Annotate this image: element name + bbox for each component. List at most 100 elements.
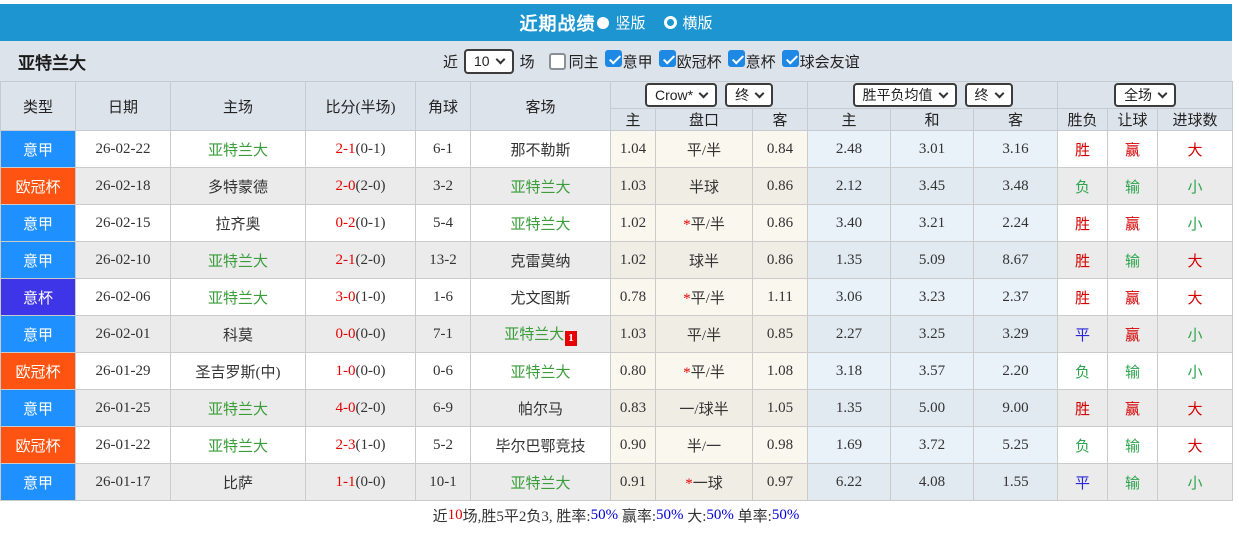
result-wdl: 负 xyxy=(1057,426,1109,464)
home-team: 亚特兰大 xyxy=(170,426,306,464)
league-badge: 意甲 xyxy=(0,463,76,501)
away-team: 亚特兰大 xyxy=(470,167,611,205)
odds-dropdown-group: Crow* 终 xyxy=(609,81,809,109)
home-team: 圣吉罗斯(中) xyxy=(170,352,306,390)
horizontal-radio[interactable] xyxy=(663,16,677,29)
avg-draw: 3.72 xyxy=(890,426,975,464)
odds-away: 1.08 xyxy=(751,352,809,390)
handicap-line: *一球 xyxy=(655,463,753,501)
near-label: 近 xyxy=(443,54,459,71)
table-row: 意甲 26-01-17 比萨 1-1(0-0) 10-1 亚特兰大 0.91 *一球 0.97 6… xyxy=(0,463,1234,501)
full-time-score: 1-1 xyxy=(335,473,356,490)
result-goals: 小 xyxy=(1157,463,1234,501)
match-date: 26-02-18 xyxy=(75,167,171,205)
score-cell: 2-0(2-0) xyxy=(305,167,416,205)
vertical-radio-label[interactable]: 竖版 xyxy=(615,16,646,32)
full-time-score: 0-2 xyxy=(335,214,356,231)
horizontal-radio-label[interactable]: 横版 xyxy=(682,16,713,32)
scope-select[interactable]: 全场 xyxy=(1114,83,1177,107)
match-count-value: 10 xyxy=(474,53,490,69)
half-time-score: (0-1) xyxy=(355,214,386,231)
league-checkbox-意甲[interactable] xyxy=(604,50,622,67)
handicap-line: *平/半 xyxy=(655,352,753,390)
result-handicap: 赢 xyxy=(1107,204,1159,242)
away-team: 亚特兰大 1 xyxy=(470,315,611,353)
match-date: 26-01-17 xyxy=(75,463,171,501)
league-badge: 意甲 xyxy=(0,315,76,353)
league-checkbox-label[interactable]: 意杯 xyxy=(745,55,776,71)
league-checkbox-意杯[interactable] xyxy=(727,50,745,67)
odds-time-value-2: 终 xyxy=(974,87,989,103)
full-time-score: 2-1 xyxy=(335,251,356,268)
table-row: 欧冠杯 26-02-18 多特蒙德 2-0(2-0) 3-2 亚特兰大 1.03 半球 0.86… xyxy=(0,167,1234,205)
away-team: 亚特兰大 xyxy=(470,463,611,501)
handicap-star: * xyxy=(683,290,691,307)
table-row: 欧冠杯 26-01-22 亚特兰大 2-3(1-0) 5-2 毕尔巴鄂竞技 0.90 半/一 0… xyxy=(0,426,1234,464)
corner-score: 7-1 xyxy=(415,315,471,353)
home-team-name: 亚特兰大 xyxy=(207,438,268,455)
table-row: 意甲 26-02-22 亚特兰大 2-1(0-1) 6-1 那不勒斯 1.04 平/半 0.84… xyxy=(0,130,1234,168)
table-row: 意甲 26-02-01 科莫 0-0(0-0) 7-1 亚特兰大 1 1.03 平/半 0.85 2… xyxy=(0,315,1234,353)
odds-time-select-1[interactable]: 终 xyxy=(725,83,774,107)
summary-footer: 近 10 场,胜5平2负3, 胜率: 50% 赢率: 50% 大: 50% 单率: 50% xyxy=(0,501,1232,530)
handicap-line: 平/半 xyxy=(655,130,753,168)
table-row: 意甲 26-02-15 拉齐奥 0-2(0-1) 5-4 亚特兰大 1.02 *平/半 0.86… xyxy=(0,204,1234,242)
match-count-select[interactable]: 10 xyxy=(464,48,514,74)
full-time-score: 0-0 xyxy=(335,325,356,342)
home-team-name: 拉齐奥 xyxy=(215,216,261,233)
col-header-home: 主场 xyxy=(170,81,306,131)
filter-bar: 亚特兰大 近 10 场 同主 意甲 欧冠杯 意杯 球会友谊 xyxy=(0,41,1232,81)
same-home-label[interactable]: 同主 xyxy=(568,54,599,71)
score-cell: 2-3(1-0) xyxy=(305,426,416,464)
corner-score: 5-2 xyxy=(415,426,471,464)
avg-draw: 5.09 xyxy=(890,241,975,279)
handicap-line: *平/半 xyxy=(655,204,753,242)
home-team-name: 亚特兰大 xyxy=(207,401,268,418)
avg-draw: 3.23 xyxy=(890,278,975,316)
away-team: 尤文图斯 xyxy=(470,278,611,316)
half-time-score: (1-0) xyxy=(355,288,386,305)
result-goals: 大 xyxy=(1157,241,1234,279)
avg-draw: 3.57 xyxy=(890,352,975,390)
result-wdl: 胜 xyxy=(1057,130,1109,168)
home-team: 比萨 xyxy=(170,463,306,501)
chevron-down-icon xyxy=(754,88,765,98)
odds-home: 0.78 xyxy=(610,278,656,316)
away-team: 毕尔巴鄂竞技 xyxy=(470,426,611,464)
league-checkbox-球会友谊[interactable] xyxy=(781,50,799,67)
result-goals: 大 xyxy=(1157,389,1234,427)
match-date: 26-01-22 xyxy=(75,426,171,464)
league-checkbox-欧冠杯[interactable] xyxy=(658,50,676,67)
avg-home: 3.40 xyxy=(807,204,892,242)
top-strip xyxy=(0,0,1232,4)
league-checkbox-label[interactable]: 欧冠杯 xyxy=(676,55,722,71)
league-badge: 欧冠杯 xyxy=(0,167,76,205)
odds-home: 1.04 xyxy=(610,130,656,168)
handicap-text: 平/半 xyxy=(690,364,725,381)
sub-header-和: 和 xyxy=(890,108,975,131)
summary-segment: 50% xyxy=(656,507,684,523)
league-checkbox-label[interactable]: 意甲 xyxy=(622,55,653,71)
odds-home: 0.83 xyxy=(610,389,656,427)
result-handicap: 赢 xyxy=(1107,315,1159,353)
recent-results-panel: 近期战绩 竖版 横版 亚特兰大 近 10 场 同主 意甲 欧冠杯 意杯 球会友谊 xyxy=(0,0,1232,530)
away-team: 亚特兰大 xyxy=(470,204,611,242)
score-cell: 1-1(0-0) xyxy=(305,463,416,501)
match-date: 26-02-22 xyxy=(75,130,171,168)
avg-type-select[interactable]: 胜平负均值 xyxy=(852,83,957,107)
odds-source-select[interactable]: Crow* xyxy=(644,83,718,107)
score-cell: 4-0(2-0) xyxy=(305,389,416,427)
avg-away: 1.55 xyxy=(973,463,1059,501)
same-home-checkbox[interactable] xyxy=(548,52,566,70)
handicap-text: 球半 xyxy=(688,253,719,270)
league-checkbox-label[interactable]: 球会友谊 xyxy=(799,55,860,71)
vertical-radio-selected[interactable] xyxy=(597,16,610,29)
half-time-score: (0-0) xyxy=(355,362,386,379)
handicap-text: 平/半 xyxy=(690,290,725,307)
away-team: 克雷莫纳 xyxy=(470,241,611,279)
away-team-name: 那不勒斯 xyxy=(510,142,571,159)
odds-time-select-2[interactable]: 终 xyxy=(964,83,1013,107)
avg-away: 8.67 xyxy=(973,241,1059,279)
result-wdl: 胜 xyxy=(1057,278,1109,316)
odds-away: 0.84 xyxy=(751,130,809,168)
